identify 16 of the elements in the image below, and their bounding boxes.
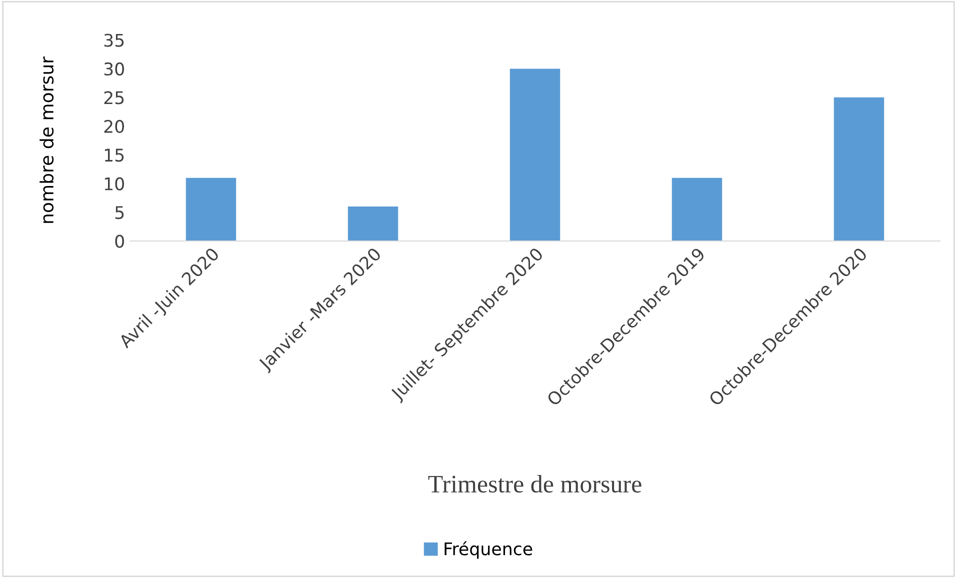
bar (510, 68, 560, 241)
bar (186, 178, 236, 241)
y-tick-label: 20 (104, 120, 124, 133)
y-tick-label: 25 (104, 91, 124, 104)
y-tick-label: 15 (104, 148, 124, 162)
bar (348, 206, 398, 241)
bar (672, 178, 722, 241)
bar (834, 97, 884, 241)
y-tick-label: 30 (104, 62, 124, 76)
y-axis-title: nombre de morsur (40, 56, 54, 223)
y-tick-label: 0 (115, 234, 124, 248)
y-tick-label: 10 (104, 177, 124, 190)
x-axis-title: Trimestre de morsure (428, 475, 642, 493)
legend-label: Fréquence (444, 541, 532, 559)
y-tick-label: 5 (115, 206, 124, 220)
y-tick-label: 35 (104, 34, 124, 47)
